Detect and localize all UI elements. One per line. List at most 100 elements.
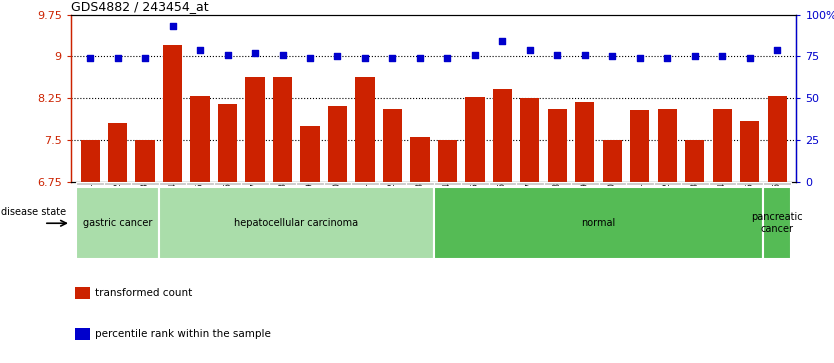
Text: GSM1200303: GSM1200303 [415,182,425,238]
Bar [767,96,786,182]
Bar [740,121,760,182]
Text: GSM1200296: GSM1200296 [223,182,232,238]
Bar [81,140,100,182]
Bar [273,77,292,182]
Bar [190,96,209,182]
Text: GSM1200302: GSM1200302 [388,182,397,238]
Text: GSM1200313: GSM1200313 [691,182,699,238]
Point [249,50,262,56]
Bar [461,182,489,185]
Bar [131,182,158,185]
Text: GSM1200305: GSM1200305 [470,182,480,238]
Bar [516,182,544,185]
Point [605,53,619,59]
Bar [75,328,90,340]
Text: GSM1200312: GSM1200312 [663,182,672,238]
Text: pancreatic
cancer: pancreatic cancer [751,212,803,234]
Bar [520,98,540,182]
Bar [544,182,571,185]
Bar [681,182,709,185]
Bar [763,182,791,185]
Bar [351,182,379,185]
Point [688,53,701,59]
Bar [571,182,599,185]
Point [468,52,481,57]
Text: GSM1200311: GSM1200311 [636,182,645,238]
Text: GSM1200306: GSM1200306 [498,182,507,238]
Text: GSM1200295: GSM1200295 [195,182,204,237]
Bar [575,102,595,182]
Bar [736,182,763,185]
Text: hepatocellular carcinoma: hepatocellular carcinoma [234,218,359,228]
Bar [355,77,374,182]
Point [193,47,207,53]
Bar [654,182,681,185]
Text: GSM1200299: GSM1200299 [305,182,314,237]
Text: GSM1200315: GSM1200315 [746,182,754,238]
Point [386,55,399,61]
Point [221,52,234,57]
Point [743,55,756,61]
Bar [104,182,131,185]
Point [359,55,372,61]
Point [83,55,97,61]
Point [331,53,344,59]
Text: GDS4882 / 243454_at: GDS4882 / 243454_at [71,0,208,13]
Text: GSM1200297: GSM1200297 [250,182,259,238]
Text: disease state: disease state [2,207,67,217]
Bar [379,182,406,185]
Bar [75,287,90,299]
Bar [135,140,155,182]
Bar [658,109,677,182]
Bar [324,182,351,185]
Text: percentile rank within the sample: percentile rank within the sample [95,329,271,339]
Point [771,47,784,53]
Bar [163,45,182,182]
Bar [709,182,736,185]
Text: GSM1200316: GSM1200316 [773,182,781,238]
Bar [328,106,347,182]
Bar [300,126,319,182]
Bar [434,182,461,185]
Bar [631,110,650,182]
Text: GSM1200293: GSM1200293 [141,182,149,238]
Text: GSM1200310: GSM1200310 [608,182,617,238]
Text: GSM1200309: GSM1200309 [580,182,590,238]
Bar [241,182,269,185]
Bar [214,182,241,185]
Text: GSM1200304: GSM1200304 [443,182,452,238]
Bar [158,187,434,259]
Bar [410,137,430,182]
Point [138,55,152,61]
Text: GSM1200291: GSM1200291 [86,182,94,237]
Bar [489,182,516,185]
Point [276,52,289,57]
Point [716,53,729,59]
Text: GSM1200301: GSM1200301 [360,182,369,238]
Bar [603,140,622,182]
Bar [763,187,791,259]
Bar [77,187,158,259]
Bar [186,182,214,185]
Point [440,55,454,61]
Bar [626,182,654,185]
Point [111,55,124,61]
Bar [548,109,567,182]
Point [578,52,591,57]
Text: GSM1200300: GSM1200300 [333,182,342,238]
Point [414,55,427,61]
Text: GSM1200307: GSM1200307 [525,182,535,238]
Bar [296,182,324,185]
Bar [493,89,512,182]
Bar [712,109,732,182]
Bar [245,77,264,182]
Bar [406,182,434,185]
Bar [108,123,128,182]
Text: transformed count: transformed count [95,288,193,298]
Bar [465,97,485,182]
Bar [434,187,763,259]
Text: GSM1200308: GSM1200308 [553,182,562,238]
Text: GSM1200314: GSM1200314 [718,182,726,238]
Bar [438,140,457,182]
Bar [218,103,237,182]
